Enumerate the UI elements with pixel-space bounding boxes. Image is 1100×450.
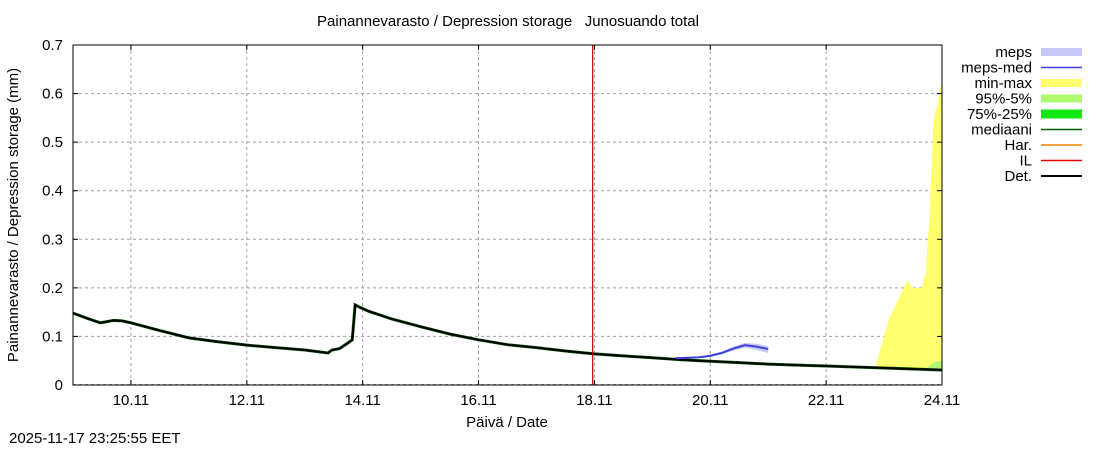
x-axis-ticks: 10.11 12.11 14.11 16.11 18.11 20.11 22.11 24.11 — [113, 45, 960, 409]
y-tick-label: 0 — [55, 377, 63, 394]
x-tick-label: 14.11 — [344, 392, 380, 409]
band-min-max — [875, 79, 942, 370]
y-axis-ticks: 0 0.1 0.2 0.3 0.4 0.5 0.6 0.7 — [42, 37, 942, 394]
line-meps-med — [675, 344, 769, 360]
x-tick-label: 10.11 — [113, 392, 149, 409]
data-bands — [675, 79, 942, 370]
x-tick-label: 18.11 — [576, 392, 612, 409]
x-tick-label: 16.11 — [460, 392, 496, 409]
band-meps — [675, 342, 769, 360]
y-tick-label: 0.6 — [42, 86, 63, 103]
band-95-5- — [927, 361, 942, 370]
legend-label: Det. — [1004, 168, 1032, 185]
data-lines — [72, 302, 943, 372]
y-tick-label: 0.5 — [42, 134, 63, 151]
y-tick-label: 0.3 — [42, 231, 63, 248]
line-det- — [72, 303, 943, 371]
x-tick-label: 20.11 — [692, 392, 728, 409]
y-tick-label: 0.7 — [42, 37, 63, 54]
legend-label: 75%-25% — [967, 106, 1032, 123]
legend-label: IL — [1019, 153, 1032, 170]
y-axis-label: Painannevarasto / Depression storage (mm… — [5, 68, 22, 362]
legend-label: 95%-5% — [975, 91, 1032, 108]
legend-swatch — [1041, 79, 1082, 87]
timestamp: 2025-11-17 23:25:55 EET — [9, 430, 181, 447]
plot-frame — [72, 44, 943, 386]
line-mediaani — [72, 302, 943, 372]
x-tick-label: 12.11 — [229, 392, 265, 409]
y-tick-label: 0.4 — [42, 183, 63, 200]
legend-label: mediaani — [971, 122, 1032, 139]
legend-label: meps-med — [961, 60, 1032, 77]
x-tick-label: 22.11 — [808, 392, 844, 409]
chart-title: Painannevarasto / Depression storage Jun… — [317, 13, 699, 30]
legend-label: min-max — [974, 75, 1032, 92]
legend-label: meps — [995, 44, 1032, 61]
x-axis-label: Päivä / Date — [466, 414, 548, 431]
legend-swatch — [1041, 109, 1082, 119]
legend-swatch — [1041, 48, 1082, 56]
legend: mepsmeps-medmin-max95%-5%75%-25%mediaani… — [961, 44, 1082, 185]
y-tick-label: 0.1 — [42, 328, 63, 345]
x-tick-label: 24.11 — [924, 392, 960, 409]
grid-lines — [73, 45, 942, 385]
legend-swatch — [1041, 94, 1082, 103]
y-tick-label: 0.2 — [42, 280, 63, 297]
legend-label: Har. — [1004, 137, 1032, 154]
